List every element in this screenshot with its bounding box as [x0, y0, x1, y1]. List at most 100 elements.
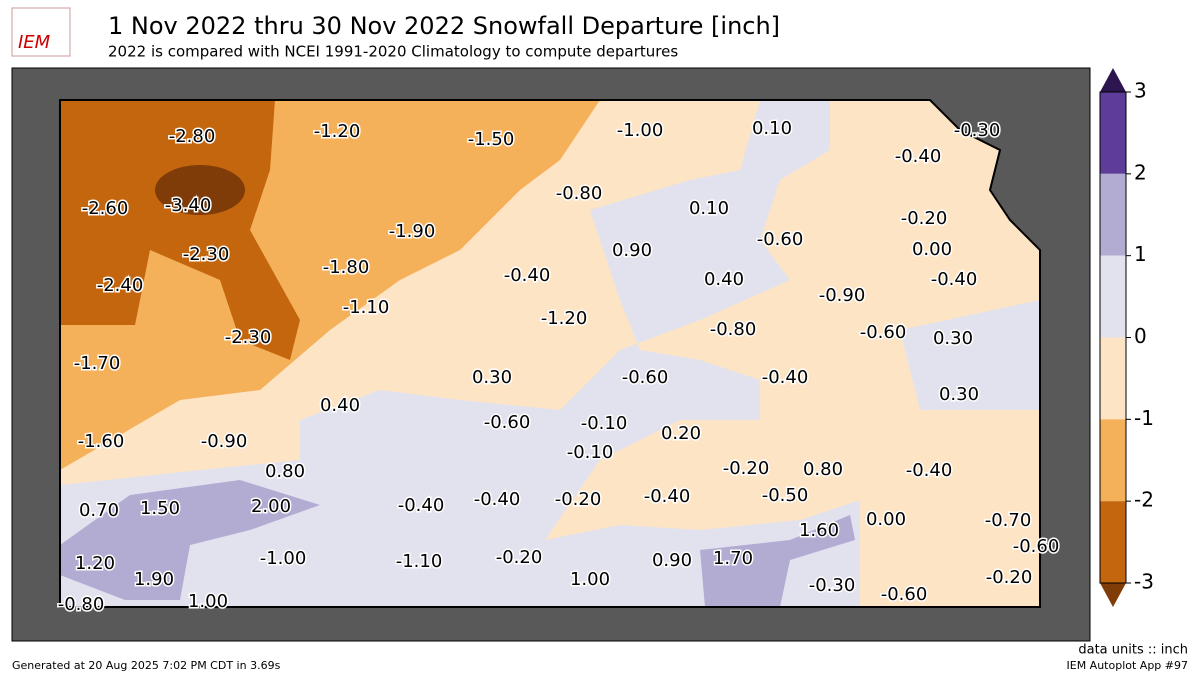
station-value: -1.60 [78, 431, 125, 452]
colorbar-bin [1100, 501, 1126, 583]
station-value: -2.30 [225, 327, 272, 348]
station-value: -0.80 [58, 594, 105, 615]
station-value: -0.40 [906, 460, 953, 481]
region-dark-orange [60, 100, 300, 360]
station-value: -0.40 [762, 367, 809, 388]
station-value: 0.30 [939, 384, 979, 405]
station-value: -0.60 [860, 322, 907, 343]
region-light [900, 300, 1040, 410]
station-value: 1.50 [140, 498, 180, 519]
station-value: 1.00 [570, 569, 610, 590]
station-value: -0.40 [895, 146, 942, 167]
colorbar-tick-label: 0 [1134, 324, 1147, 348]
colorbar-tick-label: 1 [1134, 242, 1147, 266]
station-value: -2.40 [97, 275, 144, 296]
station-value: 0.00 [912, 239, 952, 260]
colorbar: 3 2 1 0 -1 -2 -3 [1099, 68, 1154, 607]
station-value: -1.10 [396, 551, 443, 572]
colorbar-bin [1100, 173, 1126, 256]
map [11, 67, 1091, 642]
station-value: -0.50 [762, 485, 809, 506]
station-value: -0.20 [901, 208, 948, 229]
state-outline [59, 99, 1041, 608]
station-value: 0.20 [661, 423, 701, 444]
colorbar-bin [1100, 419, 1126, 502]
station-value: -1.70 [74, 353, 121, 374]
station-value: 2.00 [251, 496, 291, 517]
station-value: 0.80 [265, 461, 305, 482]
station-value: 0.30 [933, 328, 973, 349]
colorbar-bin [1100, 255, 1126, 338]
station-value: -0.60 [881, 584, 928, 605]
station-value: -1.80 [323, 257, 370, 278]
station-value: -0.20 [986, 567, 1033, 588]
station-value: -2.60 [82, 198, 129, 219]
station-value: -0.40 [504, 265, 551, 286]
subtitle: 2022 is compared with NCEI 1991-2020 Cli… [108, 43, 678, 61]
colorbar-tick-label: -3 [1134, 570, 1154, 594]
region-darkest [155, 165, 245, 215]
station-value: -0.40 [644, 486, 691, 507]
station-value: -0.70 [985, 510, 1032, 531]
station-value: -0.60 [1013, 536, 1060, 557]
logo-frame [11, 7, 71, 57]
station-value: 0.70 [79, 500, 119, 521]
colorbar-over [1100, 68, 1126, 92]
station-value: -1.20 [541, 308, 588, 329]
station-value: -1.90 [389, 221, 436, 242]
title: 1 Nov 2022 thru 30 Nov 2022 Snowfall Dep… [108, 12, 780, 40]
station-value: -0.40 [474, 489, 521, 510]
station-value: -0.60 [622, 367, 669, 388]
region-purple [700, 515, 855, 607]
station-value: 0.90 [652, 550, 692, 571]
colorbar-tick-label: 3 [1134, 79, 1147, 103]
region-purple [60, 480, 320, 600]
station-value: -0.10 [581, 413, 628, 434]
station-value: -0.20 [555, 489, 602, 510]
station-value: 0.80 [803, 459, 843, 480]
station-value: -2.30 [183, 244, 230, 265]
station-value: 1.20 [75, 553, 115, 574]
station-value: -2.80 [169, 126, 216, 147]
map-labels: -2.80 -1.20 -1.50 -1.00 0.10 -0.30 -0.40 -2.60 -… [56, 117, 1061, 617]
logo: IEM [18, 32, 51, 53]
station-value: 0.40 [704, 269, 744, 290]
colorbar-bin [1100, 92, 1126, 174]
station-value: -0.10 [567, 442, 614, 463]
station-value: -1.10 [343, 297, 390, 318]
colorbar-tick-label: -2 [1134, 488, 1154, 512]
generated-note: Generated at 20 Aug 2025 7:02 PM CDT in … [12, 659, 281, 672]
station-value: -3.40 [165, 195, 212, 216]
station-value: 1.60 [799, 520, 839, 541]
station-value: -0.60 [757, 229, 804, 250]
station-value: 1.00 [188, 591, 228, 612]
colorbar-tick-label: 2 [1134, 160, 1147, 184]
station-value: -0.90 [201, 431, 248, 452]
region-light [60, 100, 860, 607]
station-value: -0.40 [398, 495, 445, 516]
station-value: 0.10 [752, 118, 792, 139]
colorbar-under [1100, 583, 1126, 607]
colorbar-bin [1100, 337, 1126, 420]
station-value: -0.40 [931, 269, 978, 290]
station-value: 0.90 [612, 240, 652, 261]
station-value: -1.00 [260, 548, 307, 569]
units-note: data units :: inch [1078, 643, 1188, 658]
colorbar-tick-label: -1 [1134, 406, 1154, 430]
station-value: -0.80 [710, 319, 757, 340]
station-value: -0.80 [556, 183, 603, 204]
station-value: -0.60 [484, 412, 531, 433]
station-value: -1.50 [468, 129, 515, 150]
station-value: -0.20 [723, 458, 770, 479]
station-value: -1.20 [314, 121, 361, 142]
station-value: 1.90 [134, 569, 174, 590]
station-value: -0.20 [496, 547, 543, 568]
station-value: -1.00 [617, 120, 664, 141]
station-value: -0.90 [819, 285, 866, 306]
station-value: -0.30 [954, 120, 1001, 141]
station-value: 0.30 [472, 367, 512, 388]
station-value: 0.00 [866, 509, 906, 530]
station-value: 0.40 [320, 395, 360, 416]
app-note: IEM Autoplot App #97 [1067, 659, 1189, 672]
